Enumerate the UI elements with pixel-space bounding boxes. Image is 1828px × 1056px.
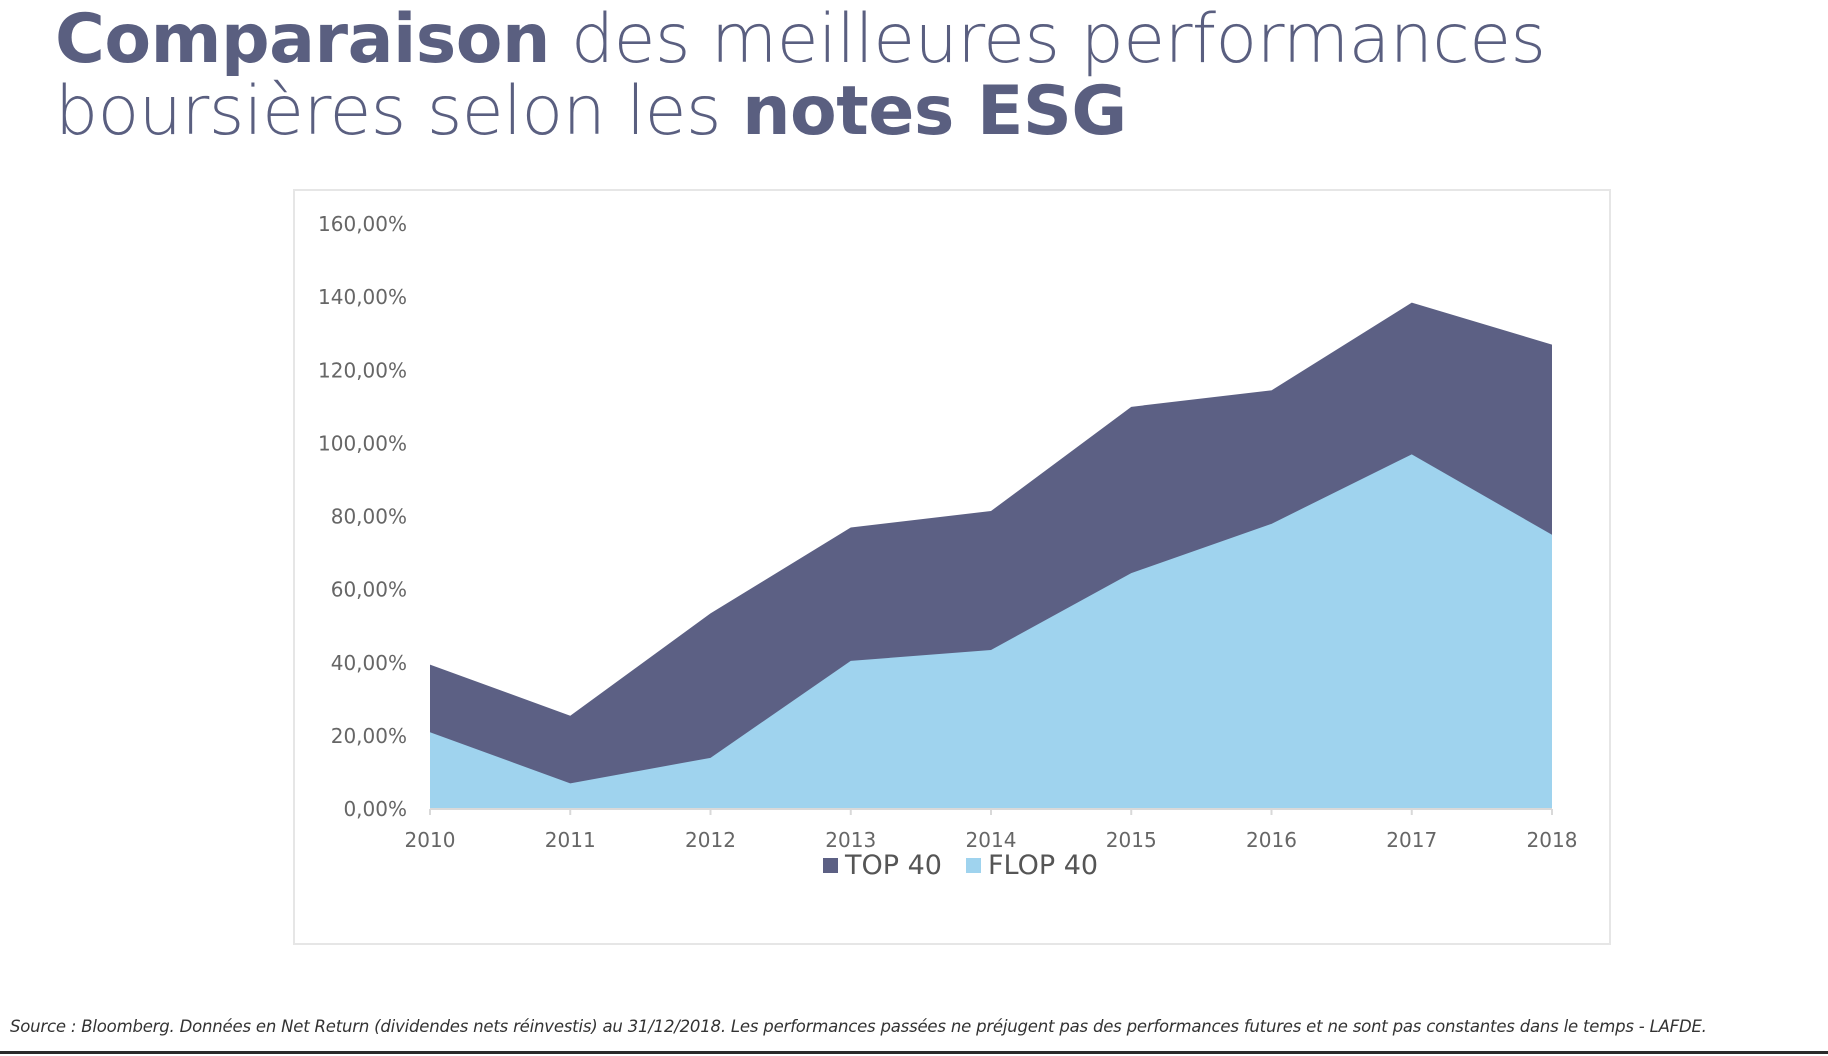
chart-frame: 2010 2011 2012 2013 2014 2015 2016 2017 2018 0,00… xyxy=(293,189,1611,945)
x-tick-label-2012: 2012 xyxy=(685,828,736,852)
y-tick-label-5: 100,00% xyxy=(318,431,407,455)
y-tick-label-0: 0,00% xyxy=(343,797,407,821)
page-title: Comparaison des meilleures performances … xyxy=(55,4,1815,148)
legend-swatch-top-40 xyxy=(823,858,838,873)
x-tick-label-2013: 2013 xyxy=(825,828,876,852)
y-tick-label-2: 40,00% xyxy=(331,651,407,675)
y-tick-label-1: 20,00% xyxy=(331,724,407,748)
x-tick-label-2011: 2011 xyxy=(545,828,596,852)
legend-label-flop-40: FLOP 40 xyxy=(988,850,1098,881)
title-bold-comparaison: Comparaison xyxy=(55,0,550,79)
x-tick-label-2014: 2014 xyxy=(966,828,1017,852)
legend-swatch-flop-40 xyxy=(966,858,981,873)
title-text: des meilleures performances boursières s… xyxy=(55,0,1546,151)
y-tick-label-7: 140,00% xyxy=(318,285,407,309)
title-bold-esg: notes ESG xyxy=(742,72,1127,151)
bottom-divider xyxy=(0,1051,1828,1054)
source-note: Source : Bloomberg. Données en Net Retur… xyxy=(10,1017,1707,1036)
x-tick-label-2017: 2017 xyxy=(1386,828,1437,852)
y-tick-label-4: 80,00% xyxy=(331,505,407,529)
y-tick-label-8: 160,00% xyxy=(318,212,407,236)
y-tick-label-3: 60,00% xyxy=(331,578,407,602)
area-chart: 2010 2011 2012 2013 2014 2015 2016 2017 2018 0,00… xyxy=(318,212,1578,881)
legend-label-top-40: TOP 40 xyxy=(844,850,942,881)
x-tick-label-2016: 2016 xyxy=(1246,828,1297,852)
area-flop-40 xyxy=(430,454,1552,809)
y-tick-label-6: 120,00% xyxy=(318,358,407,382)
x-tick-label-2010: 2010 xyxy=(405,828,456,852)
x-tick-label-2018: 2018 xyxy=(1527,828,1578,852)
x-tick-label-2015: 2015 xyxy=(1106,828,1157,852)
